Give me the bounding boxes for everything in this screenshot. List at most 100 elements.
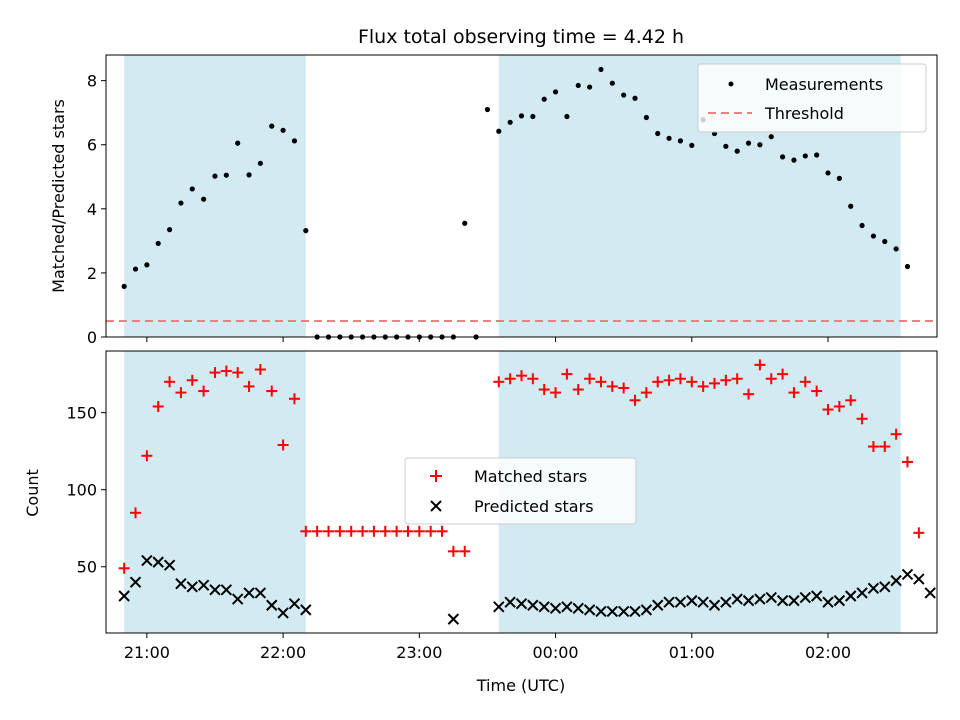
y-tick-label: 6 [87,136,97,155]
predicted-star-marker-b [856,587,868,599]
predicted-star-point [595,605,607,618]
measurement-point [121,283,127,289]
predicted-star-marker-b [538,601,550,613]
matched-star-point [516,370,527,382]
matched-star-point [254,363,266,375]
y-tick-label: 4 [87,200,97,219]
predicted-legend-marker [430,500,442,512]
predicted-star-marker-b [720,596,732,608]
x-tick-label: 21:00 [124,643,170,662]
predicted-star-marker-b [890,574,902,587]
matched-star-point [584,373,596,385]
predicted-star-point [686,594,698,607]
matched-star-point [799,376,811,388]
predicted-star-point [152,556,164,568]
matched-star-point [856,413,868,425]
predicted-star-marker-b [788,594,800,607]
measurement-point [201,196,207,202]
predicted-star-marker-b [686,594,698,607]
predicted-star-point [493,601,505,613]
matched-star-point [323,525,335,537]
predicted-star-point [833,594,846,607]
measurement-point [189,186,195,192]
y-tick-label: 100 [66,481,97,500]
matched-star-point [232,367,244,379]
predicted-star-point [243,587,255,599]
matched-star-point [913,527,925,539]
top-plot-frame [105,54,938,338]
measurement-point [269,123,275,129]
predicted-star-point [561,601,573,613]
matched-star-point [629,394,641,406]
observing-interval-shade [124,55,306,337]
bottom-shaded-intervals [124,351,901,633]
measurement-point [257,160,263,166]
matched-star-point [663,374,675,386]
predicted-star-point [220,584,233,596]
predicted-star-point [538,601,550,613]
measurement-point [655,130,661,137]
matched-star-point [708,377,720,389]
measurement-point [462,220,468,226]
predicted-star-point [901,568,914,581]
predicted-star-point [583,604,596,616]
predicted-star-point [731,593,743,605]
measurement-point [621,92,627,98]
measurement-point [882,238,888,245]
predicted-star-marker-b [674,596,687,608]
predicted-star-point [697,596,709,608]
predicted-star-marker-b [697,596,709,608]
matched-star-point [879,441,891,453]
matched-star-point [459,545,471,557]
predicted-star-point [197,579,210,591]
matched-star-point [561,368,573,380]
predicted-star-marker-b [652,599,664,611]
predicted-star-point [674,596,687,608]
predicted-star-point [879,581,891,593]
predicted-star-point [527,599,539,611]
measurement-point [587,84,593,90]
predicted-star-marker-b [629,605,641,618]
matched-star-point [572,384,584,396]
matched-star-point [652,376,664,388]
predicted-star-point [186,581,198,593]
matched-star-point [164,376,176,388]
measurement-point [552,89,559,95]
measurement-point [155,240,161,247]
y-tick-label: 50 [77,558,97,577]
x-tick-label: 22:00 [260,643,306,662]
matched-star-point [220,365,232,377]
predicted-star-marker-b [175,577,187,590]
predicted-star-marker-b [924,587,936,599]
predicted-star-point [856,587,868,599]
bottom-legend: Matched stars Predicted stars [404,457,637,525]
predicted-star-marker-b [504,596,516,608]
predicted-star-marker-b [822,596,834,608]
top-shaded-intervals [124,55,901,337]
matched-star-point [901,456,913,468]
measurement-point [859,222,865,229]
predicted-star-point [776,594,789,607]
predicted-star-point [175,577,187,590]
measurement-point [166,227,173,233]
matched-star-point [243,380,255,392]
matched-star-point [606,380,618,392]
predicted-star-point [617,605,630,618]
predicted-star-marker-b [549,602,562,615]
predicted-star-marker-b [209,584,221,596]
measurement-point [689,142,695,148]
predicted-star-point [754,593,766,605]
measurement-point [496,128,502,134]
measurement-point [723,143,729,149]
predicted-star-point [572,602,584,615]
matched-star-point [118,562,130,574]
top-legend: Measurements Threshold [697,63,927,133]
predicted-star-point [788,594,800,607]
matched-star-point [300,525,312,537]
measurement-point [802,153,808,159]
measurement-point [212,173,218,179]
measurement-point [235,140,241,146]
measurement-point [178,200,184,206]
matched-star-point [436,525,448,537]
predicted-star-point [504,596,516,608]
